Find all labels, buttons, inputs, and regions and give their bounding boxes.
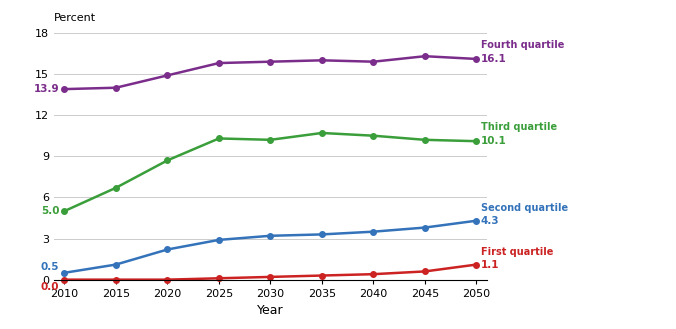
Text: 10.1: 10.1	[481, 136, 506, 146]
Text: 0.0: 0.0	[41, 282, 59, 291]
Line: Second quartile: Second quartile	[62, 218, 479, 276]
Second quartile	[473, 219, 481, 223]
Third quartile	[473, 139, 481, 143]
First quartile	[421, 269, 429, 273]
Second quartile	[369, 230, 377, 234]
Fourth quartile	[318, 58, 326, 62]
Third quartile	[318, 131, 326, 135]
Fourth quartile	[164, 73, 172, 77]
Text: 13.9: 13.9	[34, 84, 59, 94]
Line: Fourth quartile: Fourth quartile	[62, 53, 479, 92]
Text: 4.3: 4.3	[481, 216, 499, 226]
Text: Percent: Percent	[54, 13, 96, 23]
Fourth quartile	[60, 87, 68, 91]
Second quartile	[215, 238, 223, 242]
Fourth quartile	[215, 61, 223, 65]
Third quartile	[266, 138, 274, 142]
Second quartile	[60, 271, 68, 275]
First quartile	[318, 274, 326, 278]
First quartile	[369, 272, 377, 276]
Fourth quartile	[473, 57, 481, 61]
Line: First quartile: First quartile	[62, 262, 479, 282]
First quartile	[60, 278, 68, 282]
Text: 1.1: 1.1	[481, 260, 499, 269]
Third quartile	[60, 209, 68, 213]
Line: Third quartile: Third quartile	[62, 130, 479, 214]
Third quartile	[369, 134, 377, 138]
Third quartile	[215, 137, 223, 140]
Text: Second quartile: Second quartile	[481, 203, 568, 214]
Text: 5.0: 5.0	[41, 206, 59, 216]
Second quartile	[421, 226, 429, 230]
Text: Fourth quartile: Fourth quartile	[481, 40, 564, 50]
X-axis label: Year: Year	[257, 304, 284, 317]
Text: 0.5: 0.5	[41, 262, 59, 272]
First quartile	[164, 278, 172, 282]
Third quartile	[112, 186, 120, 190]
First quartile	[112, 278, 120, 282]
Third quartile	[164, 159, 172, 163]
Third quartile	[421, 138, 429, 142]
First quartile	[473, 263, 481, 266]
Fourth quartile	[421, 54, 429, 58]
Second quartile	[266, 234, 274, 238]
Fourth quartile	[112, 86, 120, 90]
First quartile	[215, 276, 223, 280]
Text: Third quartile: Third quartile	[481, 122, 556, 133]
Fourth quartile	[266, 60, 274, 64]
Second quartile	[112, 263, 120, 266]
First quartile	[266, 275, 274, 279]
Text: 16.1: 16.1	[481, 54, 506, 64]
Text: First quartile: First quartile	[481, 247, 553, 257]
Fourth quartile	[369, 60, 377, 64]
Second quartile	[164, 247, 172, 251]
Second quartile	[318, 232, 326, 236]
